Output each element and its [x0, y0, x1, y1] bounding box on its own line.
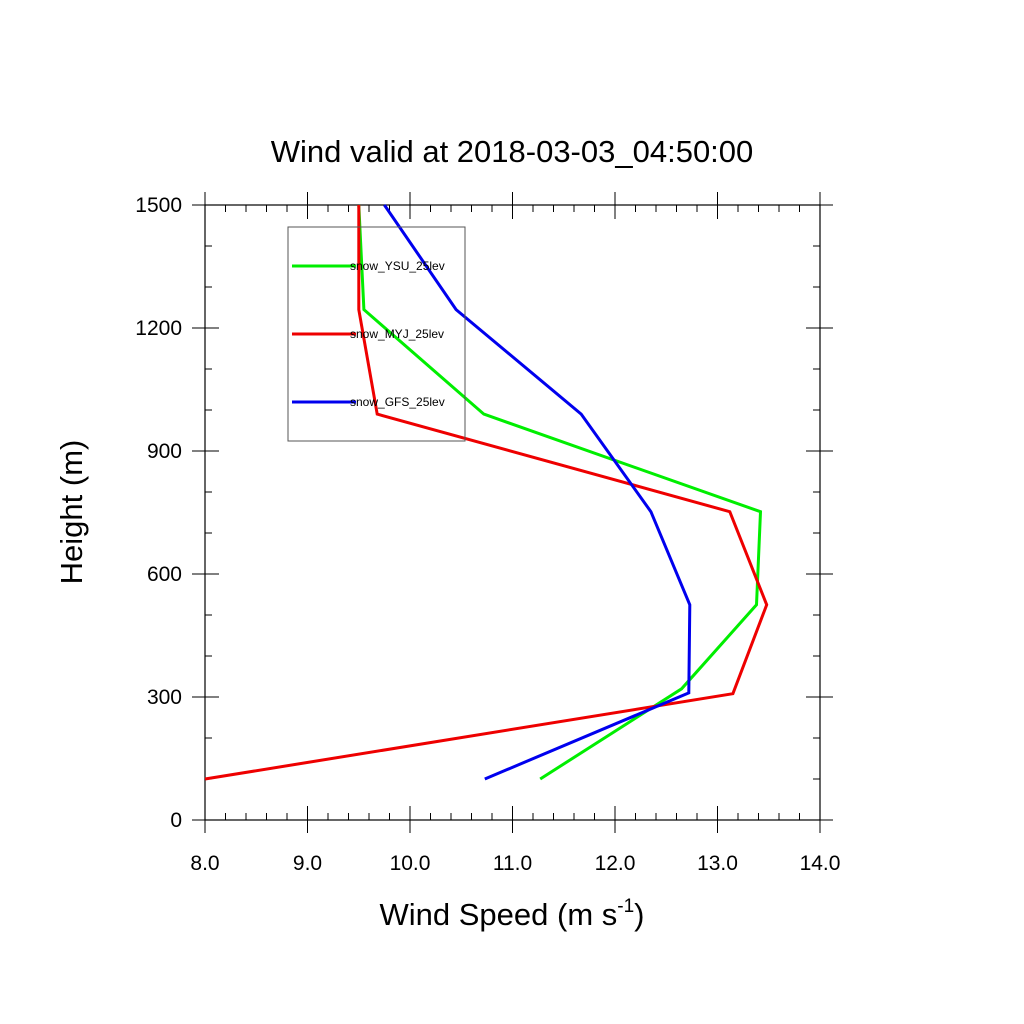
legend: snow_YSU_25lev snow_MYJ_25lev snow_GFS_25l…: [287, 226, 466, 442]
legend-box: [287, 226, 466, 442]
x-tick-label: 10.0: [390, 852, 431, 875]
legend-label: snow_MYJ_25lev: [350, 327, 444, 341]
x-tick-label: 13.0: [697, 852, 738, 875]
y-tick-label: 1200: [135, 317, 182, 340]
x-tick-label: 14.0: [800, 852, 841, 875]
legend-label: snow_GFS_25lev: [350, 395, 445, 409]
y-tick-label: 0: [170, 809, 182, 832]
series-lines: [204, 204, 769, 781]
y-tick-label: 600: [147, 563, 182, 586]
tick-labels: 8.0 9.0 10.0 11.0 12.0 13.0 14.0 0 300 600 900 1200…: [135, 194, 840, 875]
y-tick-label: 1500: [135, 194, 182, 217]
svg-text:Height (m): Height (m): [54, 440, 89, 585]
y-tick-label: 300: [147, 686, 182, 709]
x-axis-title: Wind Speed (m s-1): [380, 896, 645, 932]
series-line-snow_YSU_25lev: [357, 204, 763, 781]
x-tick-label: 8.0: [190, 852, 219, 875]
axis-ticks: [192, 192, 833, 833]
chart-title: Wind valid at 2018-03-03_04:50:00: [271, 134, 754, 169]
legend-label: snow_YSU_25lev: [350, 259, 445, 273]
x-tick-label: 11.0: [493, 852, 532, 875]
series-line-snow_GFS_25lev: [383, 204, 692, 781]
y-tick-label: 900: [147, 440, 182, 463]
y-axis-title: Height (m): [54, 440, 89, 585]
x-tick-label: 12.0: [595, 852, 636, 875]
x-tick-label: 9.0: [293, 852, 322, 875]
series-line-snow_MYJ_25lev: [204, 205, 769, 781]
